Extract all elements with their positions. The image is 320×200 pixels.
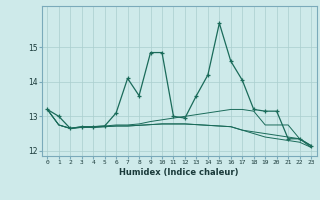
X-axis label: Humidex (Indice chaleur): Humidex (Indice chaleur) (119, 168, 239, 177)
